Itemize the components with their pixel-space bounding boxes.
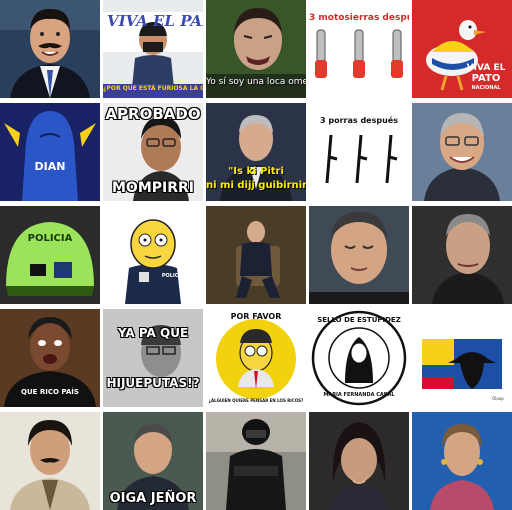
tile-mustache-man[interactable] <box>0 0 100 98</box>
ya-pa-que-bottom: HIJUEPUTAS!? <box>106 376 200 390</box>
tile-police-helmet[interactable]: POLICIA <box>0 206 100 304</box>
smiling-man-image <box>412 103 512 201</box>
woman-tv-image <box>412 412 512 510</box>
mustache-man-image <box>0 0 100 98</box>
batons-image <box>309 103 409 201</box>
que-rico-pais-image <box>0 309 100 407</box>
baton-icon <box>355 134 368 184</box>
pablo-image <box>0 412 100 510</box>
por-favor-top: POR FAVOR <box>230 312 282 321</box>
aprobado-image <box>103 103 203 201</box>
batons-caption: 3 porras después <box>320 116 398 125</box>
teary-president-image <box>309 206 409 304</box>
duck-caption-3: NACIONAL <box>471 85 501 91</box>
tile-crying-woman[interactable] <box>309 412 409 510</box>
protest-sign-image <box>103 0 203 98</box>
tile-dian-ghost[interactable]: DIAN <box>0 103 100 201</box>
tile-woman-tv[interactable] <box>412 412 512 510</box>
por-favor-image <box>206 309 306 407</box>
ya-pa-que-top: YA PA QUE <box>117 326 189 340</box>
tile-president-chair[interactable] <box>206 206 306 304</box>
dian-label: DIAN <box>34 160 66 173</box>
oiga-jenor-image <box>103 412 203 510</box>
pitri-image <box>206 103 306 201</box>
tile-three-batons[interactable]: 3 porras después <box>309 103 409 201</box>
tile-aprobado[interactable]: APROBADO MOMPIRRI <box>103 103 203 201</box>
sello-ring-top: SELLO DE ESTUPIDEZ <box>317 316 401 324</box>
tile-riot-police[interactable] <box>206 412 306 510</box>
dian-ghost-image <box>0 103 100 201</box>
duck-caption-1: VIVA EL <box>466 63 506 73</box>
tile-pablo-escobar[interactable] <box>0 412 100 510</box>
colombia-hat-image <box>412 309 512 407</box>
duck-caption-2: PATO <box>471 73 501 84</box>
chainsaw-icon <box>353 29 365 78</box>
tile-smiling-man[interactable] <box>412 103 512 201</box>
tile-teary-president[interactable] <box>309 206 409 304</box>
tile-duck-colombia[interactable]: VIVA EL PATO NACIONAL <box>412 0 512 98</box>
shirt-text: QUE RICO PAÍS <box>21 388 79 396</box>
riot-police-image <box>206 412 306 510</box>
pitri-caption-2: ni mi dijj guibirnir" <box>206 180 306 191</box>
tile-protest-sign[interactable]: VIVA EL PARO ¿POR QUE ESTÁ FURIOSA LA GE… <box>103 0 203 98</box>
police-helmet-image <box>0 206 100 304</box>
pitri-caption-1: "Is ki Pitri <box>228 166 284 177</box>
ralph-badge-text: POLICÍA <box>161 273 185 279</box>
aprobado-bottom-caption: MOMPIRRI <box>111 180 194 196</box>
president-profile-image <box>412 206 512 304</box>
baton-icon <box>385 134 398 184</box>
tile-ya-pa-que[interactable]: YA PA QUE HIJUEPUTAS!? <box>103 309 203 407</box>
crying-woman-image <box>309 412 409 510</box>
por-favor-bottom: ¿ALGUIEN QUIERE PENSAR EN LOS RICOS? <box>208 398 304 403</box>
tile-president-profile[interactable] <box>412 206 512 304</box>
oiga-jenor-caption: OIGA JEÑOR <box>109 491 197 506</box>
ya-pa-que-image <box>103 309 203 407</box>
aprobado-top-caption: APROBADO <box>105 105 201 123</box>
tile-colombia-hat[interactable]: Oloop <box>412 309 512 407</box>
tile-ralph-police[interactable]: POLICÍA <box>103 206 203 304</box>
protest-sign-text: VIVA EL PARO <box>107 12 203 30</box>
tile-por-favor[interactable]: POR FAVOR ¿ALGUIEN QUIERE PENSAR EN LOS … <box>206 309 306 407</box>
tile-sello-estupidez[interactable]: SELLO DE ESTUPIDEZ MARIA FERNANDA CABAL <box>309 309 409 407</box>
hat-signature: Oloop <box>492 396 504 401</box>
protest-caption: ¿POR QUE ESTÁ FURIOSA LA GENTE? <box>103 85 203 92</box>
tile-oiga-jenor[interactable]: OIGA JEÑOR <box>103 412 203 510</box>
crying-man-image <box>206 0 306 98</box>
chainsaws-image <box>309 0 409 98</box>
sello-ring-bottom: MARIA FERNANDA CABAL <box>323 392 395 398</box>
chainsaw-icon <box>391 29 403 78</box>
tile-three-chainsaws[interactable]: 3 motosierras después <box>309 0 409 98</box>
helmet-text: POLICIA <box>27 233 73 244</box>
president-chair-image <box>206 206 306 304</box>
baton-icon <box>325 134 338 184</box>
duck-image <box>412 0 512 98</box>
chainsaws-caption: 3 motosierras después <box>309 13 409 23</box>
ralph-image <box>103 206 203 304</box>
crying-man-caption: Yo sí soy una loca ome <box>206 77 306 87</box>
tile-crying-man[interactable]: Yo sí soy una loca ome <box>206 0 306 98</box>
tile-president-pitri[interactable]: "Is ki Pitri ni mi dijj guibirnir" <box>206 103 306 201</box>
chainsaw-icon <box>315 29 327 78</box>
sello-image <box>309 309 409 407</box>
tile-que-rico-pais[interactable]: QUE RICO PAÍS <box>0 309 100 407</box>
